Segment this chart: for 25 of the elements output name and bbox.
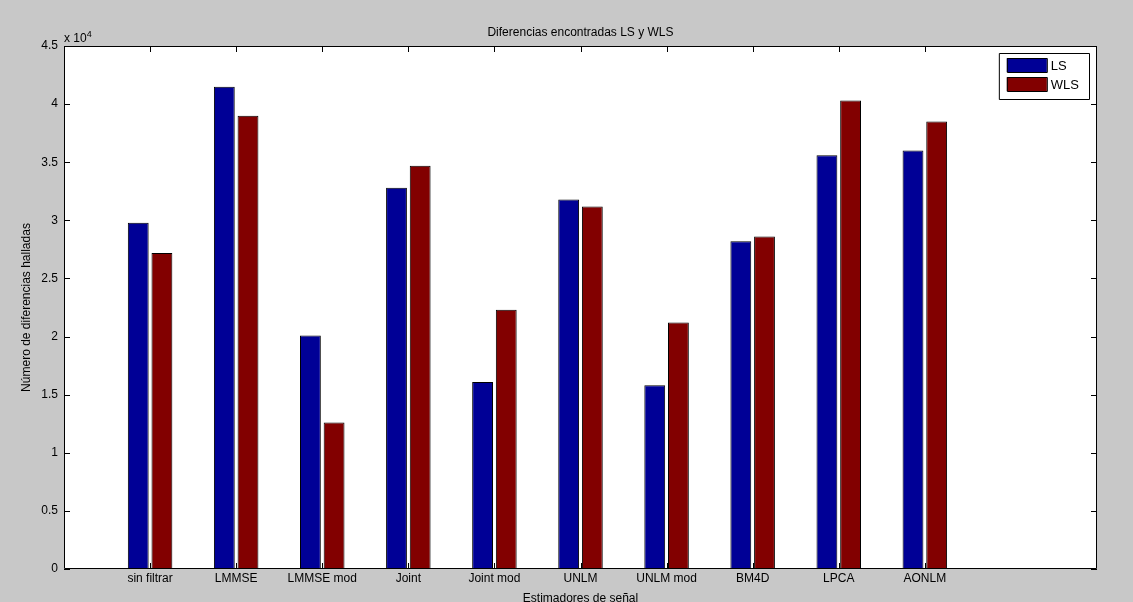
- y-tick-label: 4: [51, 96, 59, 111]
- x-tick-label: sin filtrar: [127, 570, 173, 585]
- y-tick-label: 2.5: [41, 270, 59, 285]
- x-tick-label: Joint mod: [468, 570, 521, 585]
- x-tick-label: LPCA: [823, 570, 855, 585]
- y-tick-label: 0.5: [41, 503, 59, 518]
- y-tick-label: 1.5: [41, 386, 59, 401]
- legend-label: WLS: [1050, 76, 1080, 92]
- y-tick-label: 0: [51, 561, 59, 576]
- x-tick-label: UNLM: [563, 570, 598, 585]
- x-tick-label: Joint: [395, 570, 422, 585]
- x-tick-label: LMMSE mod: [287, 570, 357, 585]
- x-tick-label: UNLM mod: [636, 570, 697, 585]
- legend-label: LS: [1050, 57, 1068, 73]
- x-tick-label: BM4D: [735, 570, 770, 585]
- y-tick-label: 3: [51, 212, 59, 227]
- y-tick-label: 1: [51, 445, 59, 460]
- y-tick-label: 3.5: [41, 154, 59, 169]
- y-axis-title: Número de diferencias halladas: [19, 223, 33, 392]
- x-tick-label: LMMSE: [214, 570, 258, 585]
- x-tick-label: AONLM: [903, 570, 947, 585]
- chart-title: Diferencias encontradas LS y WLS: [487, 25, 674, 39]
- y-tick-label: 2: [51, 328, 59, 343]
- x-axis-title: Estimadores de señal: [522, 591, 639, 602]
- y-tick-label: 4.5: [41, 38, 59, 53]
